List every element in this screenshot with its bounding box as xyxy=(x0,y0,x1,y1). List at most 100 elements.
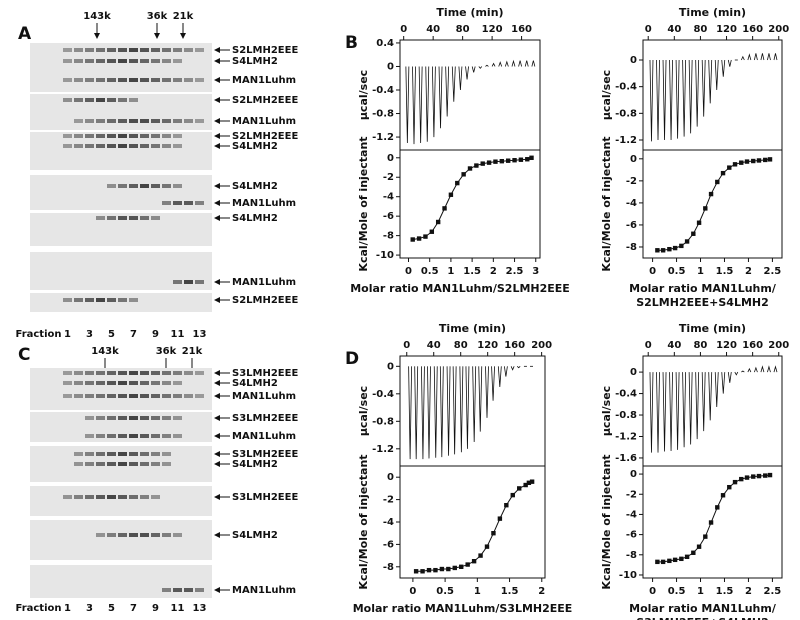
injection-peak xyxy=(491,366,495,401)
gel-band xyxy=(118,394,127,398)
data-point xyxy=(751,158,756,164)
data-point xyxy=(416,236,422,241)
x-tick-label: 0 xyxy=(649,266,656,277)
y-axis-title: Kcal/Mole of injectant xyxy=(600,136,613,271)
panel-letter: A xyxy=(18,24,32,44)
gel-band xyxy=(195,119,204,123)
gel-band xyxy=(85,394,94,398)
gel-band xyxy=(63,48,72,52)
gel-band xyxy=(140,495,149,499)
data-point xyxy=(744,159,750,164)
gel-band xyxy=(74,59,83,63)
gel-band xyxy=(118,371,127,375)
gel-band xyxy=(118,434,127,438)
band-label: S2LMH2EEE xyxy=(232,45,298,56)
gel-band xyxy=(85,78,94,82)
y-tick-label: -1.2 xyxy=(615,431,637,442)
gel-band xyxy=(173,59,182,63)
gel-band xyxy=(162,48,171,52)
gel-band xyxy=(151,184,160,188)
band-label: MAN1Luhm xyxy=(232,277,296,288)
injection-peak xyxy=(421,366,425,460)
time-axis-title: Time (min) xyxy=(436,6,503,19)
gel-band xyxy=(107,394,116,398)
gel-band xyxy=(107,216,116,220)
size-marker: 36k xyxy=(156,346,177,357)
gel-band xyxy=(129,462,138,466)
band-label: MAN1Luhm xyxy=(232,75,296,86)
fraction-label: 1 xyxy=(64,329,71,340)
y-axis-title: µcal/sec xyxy=(600,70,613,120)
gel-band xyxy=(96,394,105,398)
y-axis-title: µcal/sec xyxy=(357,70,370,120)
injection-peak xyxy=(524,60,529,67)
gel-band xyxy=(107,416,116,420)
gel-band xyxy=(118,298,127,302)
gel-band xyxy=(118,216,127,220)
gel-band xyxy=(74,371,83,375)
data-point xyxy=(691,550,696,555)
injection-peak xyxy=(767,53,771,61)
data-point xyxy=(715,179,720,185)
gel-band xyxy=(85,119,94,123)
gel-band xyxy=(151,119,160,123)
x-axis-title: Molar ratio MAN1Luhm/S2LMH2EEE xyxy=(350,282,570,295)
injection-peak xyxy=(418,66,423,143)
gel-band xyxy=(74,462,83,466)
injection-peak xyxy=(459,366,464,453)
gel-band xyxy=(140,371,149,375)
size-marker: 36k xyxy=(147,11,168,22)
data-point xyxy=(727,484,732,490)
y-tick-label: -0.8 xyxy=(615,410,637,421)
x-tick-label: 1.5 xyxy=(463,266,481,277)
fraction-label: 5 xyxy=(108,329,115,340)
injection-peak xyxy=(510,366,515,371)
data-point xyxy=(529,155,534,160)
data-point xyxy=(708,191,714,197)
gel-band xyxy=(195,48,204,52)
data-point xyxy=(480,161,485,166)
y-tick-label: -1.2 xyxy=(372,444,394,455)
y-tick-label: -2 xyxy=(383,495,394,506)
gel-strip xyxy=(30,486,212,516)
x-tick-label: 1 xyxy=(697,586,704,597)
plot-frame xyxy=(642,465,783,579)
band-label: S3LMH2EEE xyxy=(232,449,298,460)
gel-band xyxy=(195,201,204,205)
gel-band xyxy=(107,144,116,148)
gel-band xyxy=(118,462,127,466)
gel-band xyxy=(129,98,138,102)
injection-peak xyxy=(708,372,713,421)
gel-band xyxy=(118,452,127,456)
y-tick-label: -4 xyxy=(383,517,394,528)
gel-band xyxy=(162,119,171,123)
gel-band xyxy=(96,434,105,438)
band-label: S2LMH2EEE xyxy=(232,295,298,306)
gel-band xyxy=(140,48,149,52)
data-point xyxy=(672,557,678,563)
size-marker: 143k xyxy=(83,11,111,22)
gel-band xyxy=(107,533,116,537)
gel-band xyxy=(74,298,83,302)
x-tick-label: 40 xyxy=(667,340,681,351)
x-tick-label: 2 xyxy=(745,266,752,277)
gel-band xyxy=(96,134,105,138)
data-point xyxy=(512,158,517,163)
data-point xyxy=(484,544,490,549)
gel-band xyxy=(85,495,94,499)
injection-peak xyxy=(412,66,416,145)
data-point xyxy=(525,157,530,162)
data-point xyxy=(655,559,660,565)
data-point xyxy=(660,559,666,565)
band-label: S4LMH2 xyxy=(232,213,278,224)
injection-peak xyxy=(438,66,443,129)
y-tick-label: -0.4 xyxy=(372,389,394,400)
injection-peak xyxy=(734,371,739,376)
x-tick-label: 160 xyxy=(511,24,532,35)
y-tick-label: -2 xyxy=(626,176,637,187)
gel-band xyxy=(129,78,138,82)
gel-band xyxy=(85,48,94,52)
gel-band xyxy=(118,134,127,138)
gel-band xyxy=(162,434,171,438)
gel-band xyxy=(184,119,193,123)
